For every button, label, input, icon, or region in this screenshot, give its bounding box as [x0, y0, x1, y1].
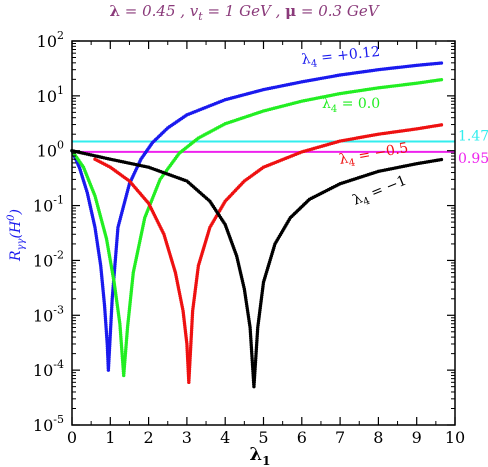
x-tick-label: 0: [67, 428, 77, 447]
title-vt-value: = 1 GeV ,: [203, 2, 285, 20]
y-tick-label: 100: [37, 139, 64, 161]
cyan-reference-label: 1.47: [458, 129, 488, 145]
x-tick-label: 8: [373, 428, 383, 447]
title-vt-subscript: t: [198, 10, 203, 23]
x-tick-label: 1: [105, 428, 115, 447]
y-tick-label: 102: [37, 29, 64, 51]
title-lambda-symbol: λ: [109, 2, 120, 20]
data-point: [439, 61, 444, 65]
chart-title: λ = 0.45 , vt = 1 GeV , μ = 0.3 GeV: [109, 2, 380, 23]
x-tick-label: 5: [258, 428, 268, 447]
green-series-label: λ4 = 0.0: [322, 96, 380, 115]
y-tick-label: 10-5: [33, 413, 64, 435]
y-tick-label: 101: [37, 84, 64, 106]
y-axis-label-main: R: [8, 250, 24, 262]
y-tick-label: 10-1: [33, 194, 64, 216]
y-axis-label-close: ): [8, 209, 24, 215]
x-axis-label-main: λ: [250, 444, 263, 465]
y-axis-label: Rγγ(H0): [6, 209, 27, 262]
series-layer: [70, 61, 444, 389]
plot-frame: [71, 40, 456, 426]
x-tick-label: 2: [144, 428, 154, 447]
x-axis-label: λ1: [250, 444, 271, 467]
title-mu-value: = 0.3 GeV: [296, 2, 381, 20]
x-tick-label: 4: [220, 428, 230, 447]
x-tick-label: 10: [445, 428, 465, 447]
reference-lines: [72, 140, 455, 153]
x-tick-label: 7: [335, 428, 345, 447]
y-tick-label: 10-2: [33, 248, 64, 270]
title-lambda-value: = 0.45 , v: [120, 2, 199, 20]
y-axis-label-sub: γγ: [16, 238, 27, 250]
blue-series-label: λ4 = +0.12: [301, 44, 381, 71]
title-mu-symbol: μ: [285, 2, 296, 20]
magenta-reference-label: 0.95: [458, 151, 488, 167]
data-point: [439, 77, 444, 82]
green-series: [70, 77, 444, 378]
y-tick-label: 10-4: [33, 358, 64, 380]
red-series: [93, 123, 444, 385]
data-point: [439, 157, 444, 162]
data-point: [439, 123, 444, 127]
black-series: [70, 149, 444, 389]
y-axis-label-paren: (H: [8, 220, 24, 238]
x-axis-label-sub: 1: [262, 454, 270, 467]
y-tick-label: 10-3: [33, 303, 64, 325]
x-tick-label: 9: [412, 428, 422, 447]
axis-ticks: 0 1 2 3 4 5 6 7 8 9 10 102 101 100 10-1 10-2 10-3 10-4 10-…: [33, 29, 465, 447]
y-axis-label-sup: 0: [6, 214, 17, 221]
x-tick-label: 3: [182, 428, 192, 447]
blue-series: [70, 61, 444, 372]
x-tick-label: 6: [297, 428, 307, 447]
